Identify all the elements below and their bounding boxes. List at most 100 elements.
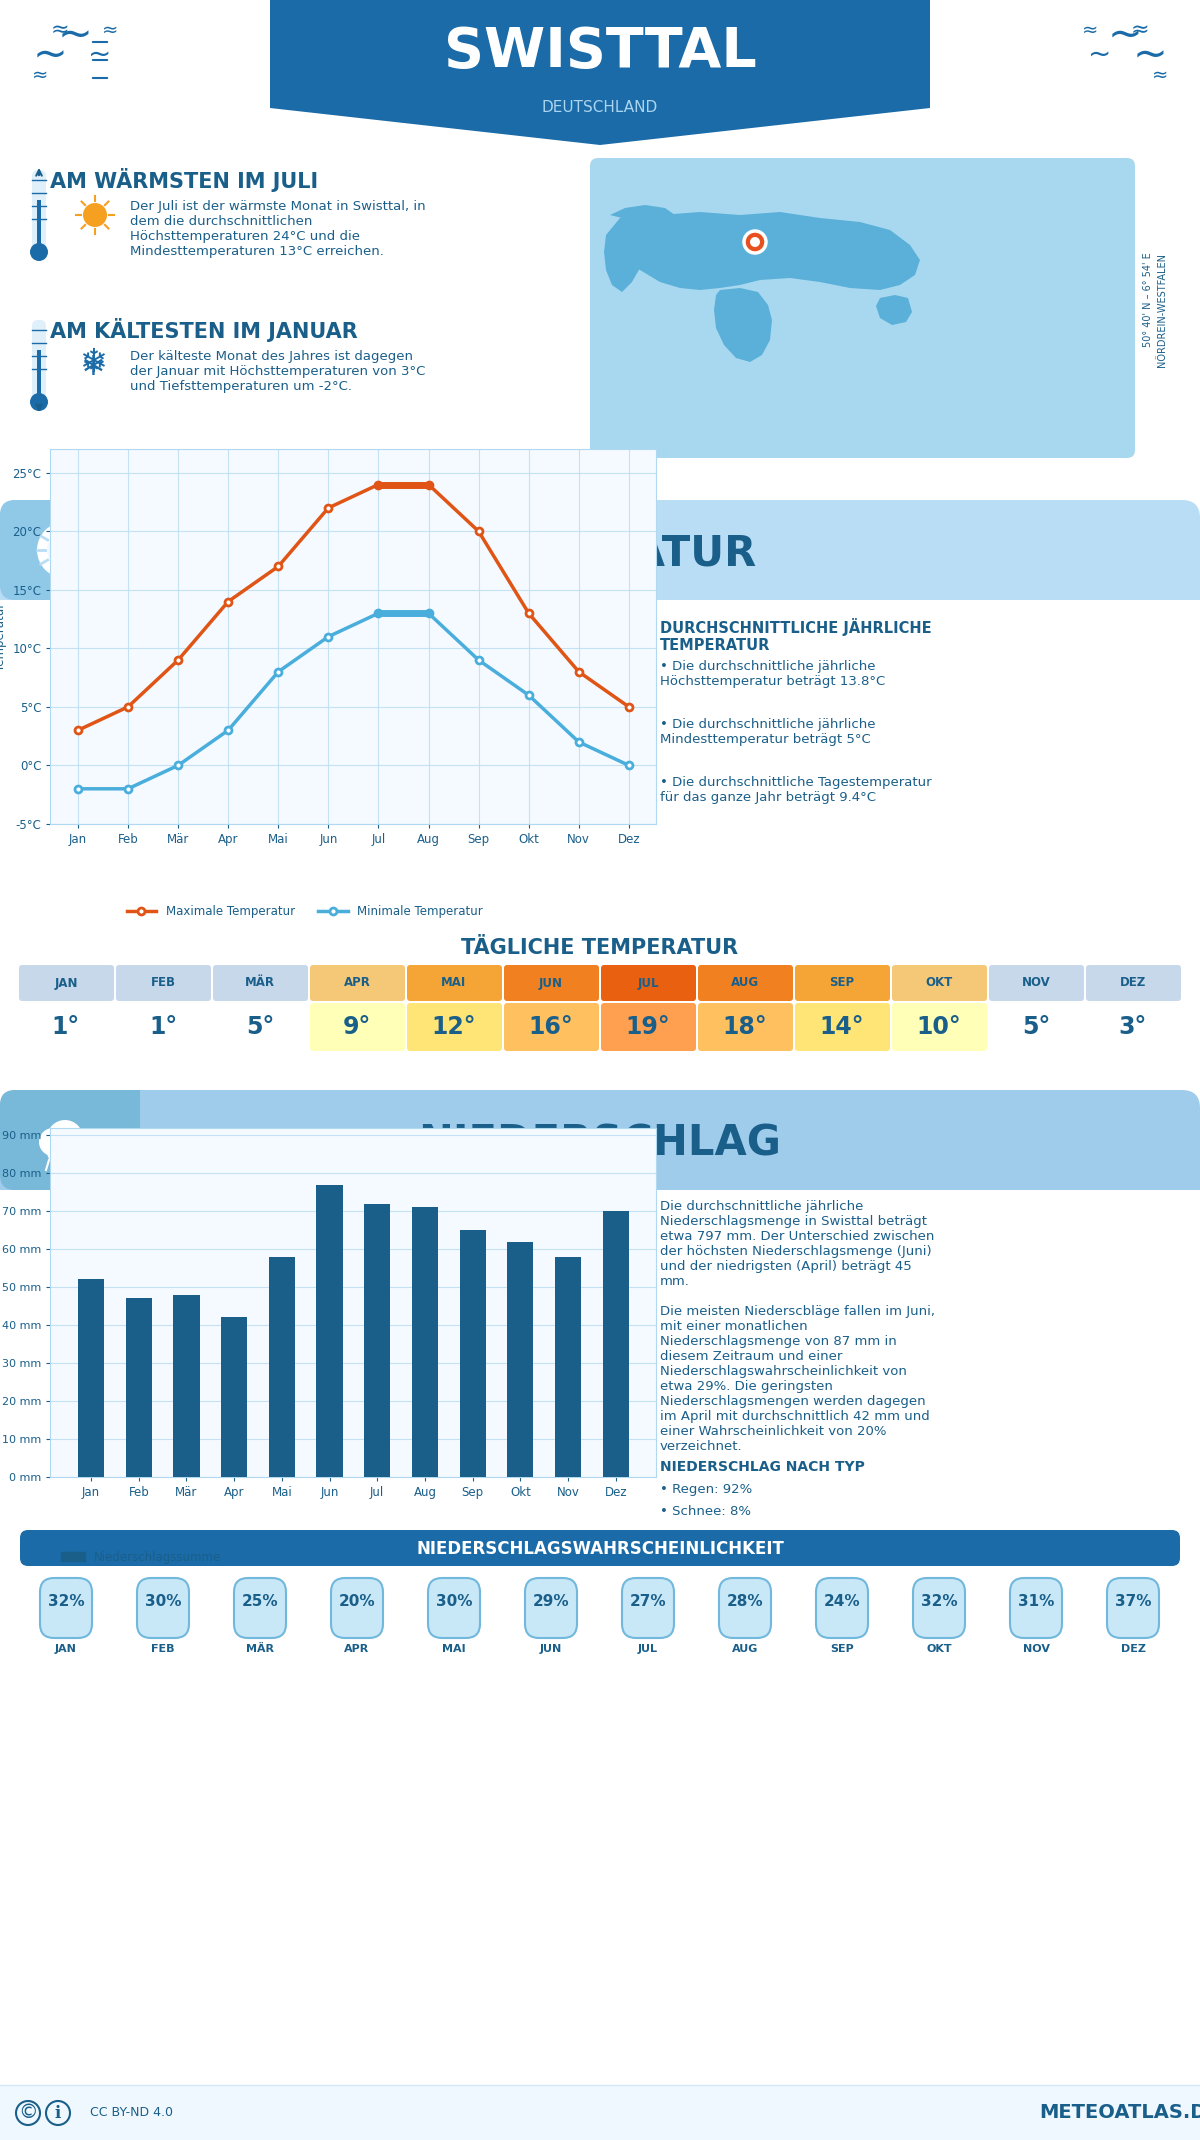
Text: ~: ~ (1133, 34, 1168, 77)
FancyBboxPatch shape (0, 501, 140, 599)
Text: METEOATLAS.DE: METEOATLAS.DE (1039, 2104, 1200, 2123)
Text: 30%: 30% (436, 1594, 473, 1609)
Text: Der Juli ist der wärmste Monat in Swisttal, in
dem die durchschnittlichen
Höchst: Der Juli ist der wärmste Monat in Swistt… (130, 199, 426, 259)
FancyBboxPatch shape (892, 1004, 986, 1051)
Bar (0, 518, 1200, 599)
FancyBboxPatch shape (504, 965, 599, 1002)
Bar (37, 351, 41, 411)
Text: 37%: 37% (1115, 1594, 1151, 1609)
Bar (412, 1207, 438, 1477)
FancyBboxPatch shape (504, 1004, 599, 1051)
FancyBboxPatch shape (601, 965, 696, 1002)
FancyBboxPatch shape (892, 965, 986, 1002)
Text: ©: © (18, 2104, 38, 2123)
Bar (554, 1256, 581, 1477)
Text: 3°: 3° (1118, 1014, 1147, 1040)
FancyBboxPatch shape (0, 1089, 1200, 1190)
Legend: Niederschlagssumme: Niederschlagssumme (56, 1545, 226, 1569)
Minimale Temperatur (271, 659, 286, 685)
Text: AM WÄRMSTEN IM JULI: AM WÄRMSTEN IM JULI (50, 169, 318, 193)
Minimale Temperatur (472, 646, 486, 672)
Text: 12°: 12° (432, 1014, 476, 1040)
Text: • Regen: 92%: • Regen: 92% (660, 1483, 752, 1496)
Maximale Temperatur (221, 588, 235, 614)
Text: APR: APR (344, 1644, 370, 1654)
FancyBboxPatch shape (816, 1577, 868, 1637)
Text: 27%: 27% (630, 1594, 666, 1609)
Text: JAN: JAN (55, 1644, 77, 1654)
Minimale Temperatur (371, 601, 385, 627)
Text: 24%: 24% (823, 1594, 860, 1609)
Minimale Temperatur (322, 625, 336, 651)
Text: DEZ: DEZ (1121, 1644, 1146, 1654)
Text: AUG: AUG (731, 976, 760, 989)
Bar (37, 199, 41, 259)
Legend: Maximale Temperatur, Minimale Temperatur: Maximale Temperatur, Minimale Temperatur (122, 901, 488, 922)
Text: ≈: ≈ (1152, 66, 1168, 83)
Text: NIEDERSCHLAG NACH TYP: NIEDERSCHLAG NACH TYP (660, 1459, 865, 1474)
Maximale Temperatur (421, 471, 436, 496)
Minimale Temperatur (622, 753, 636, 779)
Bar (70, 501, 140, 599)
Text: 30%: 30% (145, 1594, 181, 1609)
Text: JUN: JUN (539, 976, 563, 989)
Bar (508, 1241, 534, 1477)
Text: • Die durchschnittliche Tagestemperatur
für das ganze Jahr beträgt 9.4°C: • Die durchschnittliche Tagestemperatur … (660, 777, 931, 805)
Text: NOV: NOV (1022, 1644, 1050, 1654)
Maximale Temperatur (71, 717, 85, 743)
Minimale Temperatur (170, 753, 185, 779)
Text: SWISTTAL: SWISTTAL (444, 26, 756, 79)
FancyBboxPatch shape (698, 965, 793, 1002)
Text: FEB: FEB (151, 1644, 175, 1654)
FancyBboxPatch shape (0, 1089, 140, 1190)
FancyBboxPatch shape (310, 965, 406, 1002)
Bar (269, 1256, 295, 1477)
Text: MAI: MAI (442, 976, 467, 989)
FancyBboxPatch shape (32, 169, 46, 250)
Text: ≈: ≈ (50, 19, 70, 41)
Text: ~: ~ (58, 15, 92, 56)
Maximale Temperatur (371, 471, 385, 496)
Text: 9°: 9° (343, 1014, 371, 1040)
Text: 10°: 10° (917, 1014, 961, 1040)
Minimale Temperatur (522, 683, 536, 708)
Text: ~: ~ (89, 41, 112, 68)
FancyBboxPatch shape (989, 1004, 1084, 1051)
Text: SEP: SEP (830, 1644, 854, 1654)
Text: 1°: 1° (149, 1014, 178, 1040)
Text: JAN: JAN (54, 976, 78, 989)
Bar (0, 2084, 1200, 2140)
Text: 32%: 32% (920, 1594, 958, 1609)
Polygon shape (876, 295, 912, 325)
Circle shape (47, 1141, 71, 1164)
Bar (70, 1089, 140, 1190)
Text: NIEDERSCHLAGSWAHRSCHEINLICHKEIT: NIEDERSCHLAGSWAHRSCHEINLICHKEIT (416, 1541, 784, 1558)
Minimale Temperatur (571, 730, 586, 755)
FancyBboxPatch shape (20, 1530, 1180, 1566)
Text: DURCHSCHNITTLICHE JÄHRLICHE
TEMPERATUR: DURCHSCHNITTLICHE JÄHRLICHE TEMPERATUR (660, 618, 931, 653)
Text: 31%: 31% (1018, 1594, 1054, 1609)
Maximale Temperatur (271, 554, 286, 580)
Text: ~: ~ (1108, 15, 1142, 56)
FancyBboxPatch shape (719, 1577, 772, 1637)
FancyBboxPatch shape (1108, 1577, 1159, 1637)
Text: AM KÄLTESTEN IM JANUAR: AM KÄLTESTEN IM JANUAR (50, 319, 358, 342)
FancyBboxPatch shape (1086, 1004, 1181, 1051)
Text: ~: ~ (1088, 41, 1111, 68)
FancyBboxPatch shape (407, 1004, 502, 1051)
Bar (460, 1230, 486, 1477)
Text: ~: ~ (32, 34, 67, 77)
Text: *: * (83, 353, 103, 396)
Text: MAI: MAI (442, 1644, 466, 1654)
Text: DEUTSCHLAND: DEUTSCHLAND (542, 101, 658, 116)
FancyBboxPatch shape (913, 1577, 965, 1637)
Maximale Temperatur (522, 601, 536, 627)
Text: NOV: NOV (1021, 976, 1050, 989)
FancyBboxPatch shape (590, 158, 1135, 458)
Text: 1°: 1° (52, 1014, 80, 1040)
FancyBboxPatch shape (32, 321, 46, 400)
Bar (0, 931, 1200, 1070)
FancyBboxPatch shape (698, 1004, 793, 1051)
Circle shape (47, 533, 83, 567)
Text: DEZ: DEZ (1120, 976, 1146, 989)
